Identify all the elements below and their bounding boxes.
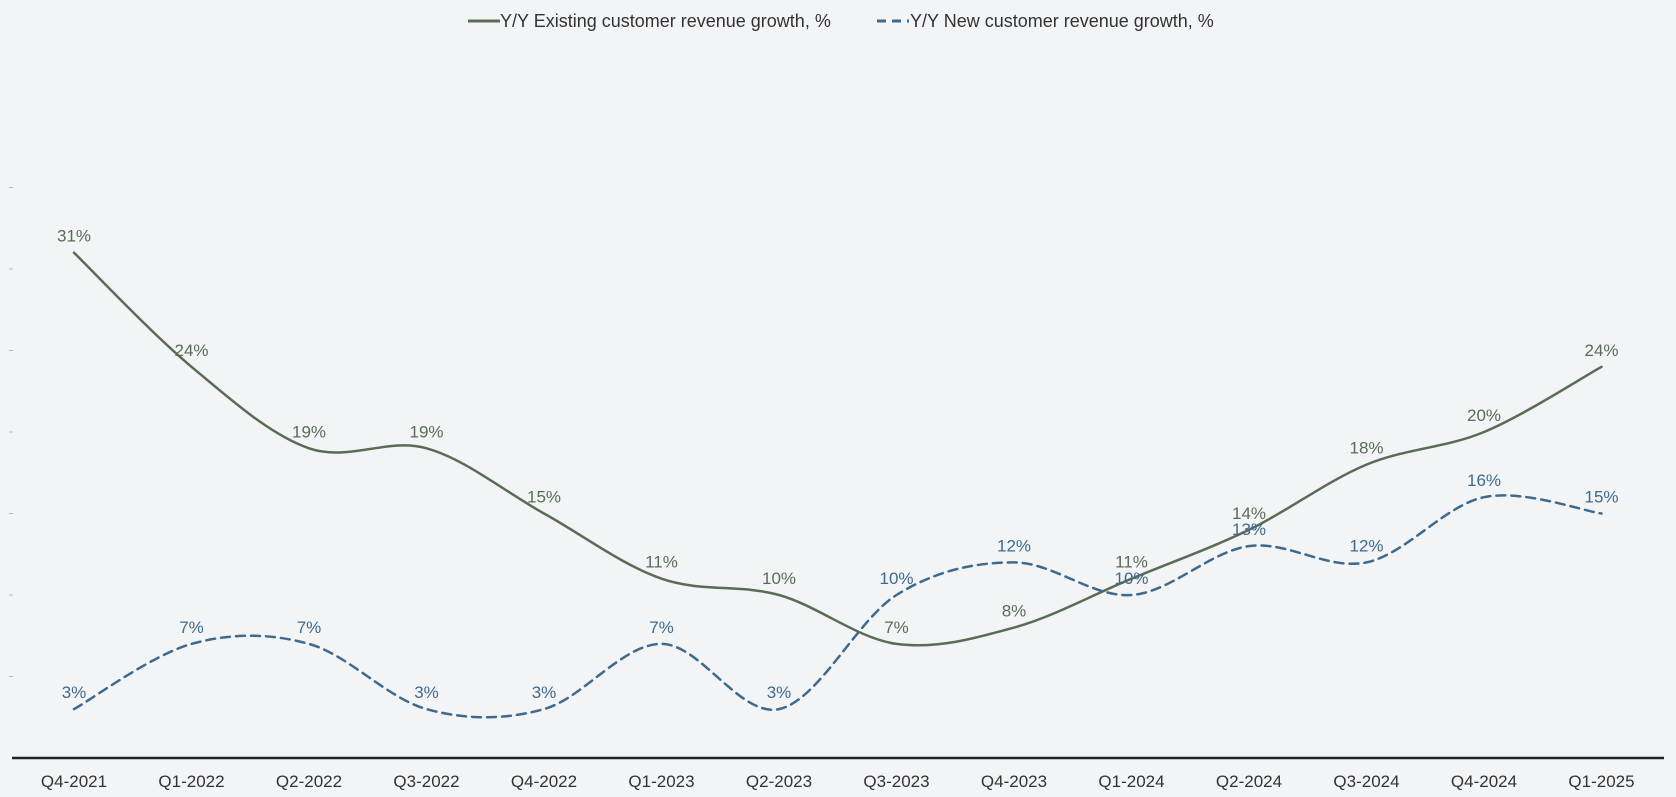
x-tick-label: Q1-2023 [628,772,694,791]
data-label-existing: 14% [1232,504,1266,523]
x-axis-labels: Q4-2021 Q1-2022 Q2-2022 Q3-2022 Q4-2022 Q1-20… [41,772,1635,791]
data-label-existing: 10% [762,569,796,588]
x-tick-label: Q2-2023 [746,772,812,791]
x-tick-label: Q1-2024 [1098,772,1164,791]
x-tick-label: Q3-2022 [393,772,459,791]
legend-label-existing: Y/Y Existing customer revenue growth, % [500,11,831,31]
data-label-new: 3% [414,683,439,702]
data-labels: 31%24%19% 19%15%11%10%7%8%11%14%18%20%24%… [57,227,1619,702]
data-label-new: 10% [879,569,913,588]
data-label-existing: 18% [1349,439,1383,458]
data-label-new: 3% [532,683,557,702]
x-tick-label: Q4-2023 [981,772,1047,791]
data-label-new: 16% [1467,471,1501,490]
data-label-existing: 11% [1115,553,1148,572]
x-tick-label: Q4-2021 [41,772,107,791]
data-label-new: 10% [1114,569,1148,588]
x-tick-label: Q1-2025 [1568,772,1634,791]
data-label-new: 12% [1349,536,1383,555]
y-axis-ticks [9,187,13,677]
x-tick-label: Q3-2023 [863,772,929,791]
data-label-new: 3% [62,683,87,702]
data-label-existing: 31% [57,227,91,246]
series-line-existing [72,251,1603,647]
data-label-existing: 8% [1002,602,1027,621]
legend-label-new: Y/Y New customer revenue growth, % [910,11,1214,31]
x-tick-label: Q4-2022 [511,772,577,791]
series-line-new [72,494,1603,719]
legend: Y/Y Existing customer revenue growth, % … [468,11,1214,31]
data-label-existing: 11% [645,553,678,572]
data-label-existing: 19% [409,422,443,441]
data-label-new: 7% [297,618,322,637]
data-label-new: 12% [997,536,1031,555]
data-label-existing: 19% [292,422,326,441]
x-tick-label: Q2-2022 [276,772,342,791]
x-tick-label: Q1-2022 [158,772,224,791]
data-label-new: 7% [179,618,204,637]
data-label-existing: 24% [174,341,208,360]
data-label-existing: 7% [884,618,909,637]
data-label-new: 7% [649,618,674,637]
x-tick-label: Q2-2024 [1216,772,1282,791]
x-tick-label: Q3-2024 [1333,772,1399,791]
data-label-existing: 15% [527,488,561,507]
data-label-new: 15% [1584,488,1618,507]
data-label-existing: 24% [1584,341,1618,360]
series-lines [72,251,1603,719]
x-tick-label: Q4-2024 [1451,772,1517,791]
data-label-existing: 20% [1467,406,1501,425]
data-label-new: 13% [1232,520,1266,539]
data-label-new: 3% [767,683,792,702]
